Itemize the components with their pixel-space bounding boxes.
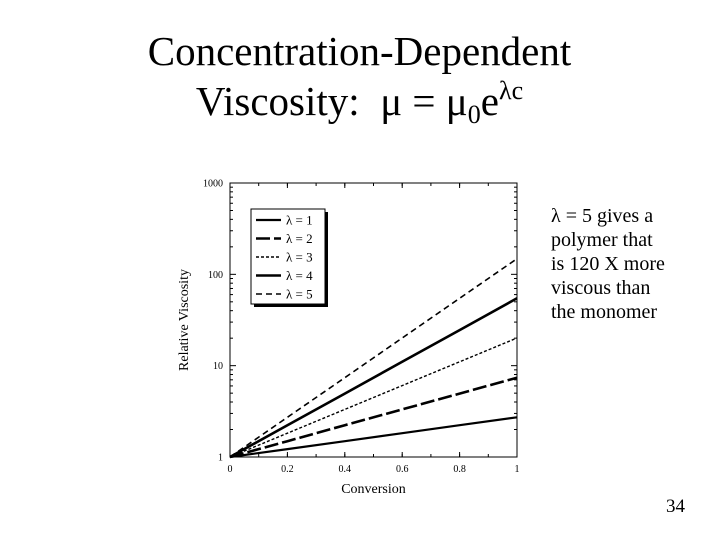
axis-ticks: 0 0.2 0.4 0.6 0.8 1 1 10 100 1000 xyxy=(203,179,520,476)
side-note: λ = 5 gives a polymer that is 120 X more… xyxy=(551,204,711,324)
y-tick-label: 1000 xyxy=(203,179,223,190)
note-line: viscous than xyxy=(551,277,651,299)
series-line-2 xyxy=(229,376,518,459)
note-line: the monomer xyxy=(551,301,658,323)
y-tick-label: 1 xyxy=(218,453,223,464)
title-eq-e: e xyxy=(480,78,499,124)
legend: λ = 1 λ = 2 λ = 3 λ = 4 λ = 5 xyxy=(250,208,328,307)
legend-label: λ = 3 xyxy=(286,250,313,265)
x-tick-label: 0.4 xyxy=(339,464,352,475)
y-tick-label: 100 xyxy=(208,270,223,281)
x-tick-label: 0.2 xyxy=(281,464,294,475)
x-tick-label: 0 xyxy=(228,464,233,475)
y-tick-label: 10 xyxy=(213,361,223,372)
series-line-5 xyxy=(229,258,518,458)
legend-label: λ = 2 xyxy=(286,231,313,246)
legend-label: λ = 4 xyxy=(286,268,313,283)
series-lines xyxy=(229,258,518,459)
note-line: λ = 5 gives a xyxy=(551,205,654,227)
series-line-1 xyxy=(229,416,518,459)
page-number: 34 xyxy=(666,496,685,517)
title-line-1: Concentration-Dependent xyxy=(147,28,572,74)
title-line-2: Viscosity: μ = μ0eλc xyxy=(0,76,719,128)
x-tick-label: 1 xyxy=(515,464,520,475)
x-axis-label: Conversion xyxy=(341,482,406,497)
title-eq-lhs: μ = μ xyxy=(380,78,468,124)
series-line-3 xyxy=(229,337,518,458)
legend-label: λ = 5 xyxy=(286,287,313,302)
title-prefix: Viscosity: xyxy=(195,78,360,124)
title-equation: μ = μ0eλc xyxy=(380,76,524,128)
title-eq-sub: 0 xyxy=(467,100,481,129)
x-tick-label: 0.8 xyxy=(453,464,466,475)
x-tick-label: 0.6 xyxy=(396,464,409,475)
slide-title: Concentration-Dependent Viscosity: μ = μ… xyxy=(0,26,719,128)
note-line: polymer that xyxy=(551,229,653,251)
series-line-4 xyxy=(229,297,518,459)
note-line: is 120 X more xyxy=(551,253,665,275)
legend-label: λ = 1 xyxy=(286,213,313,228)
title-eq-sup: λc xyxy=(498,76,524,105)
y-axis-label: Relative Viscosity xyxy=(177,269,192,371)
